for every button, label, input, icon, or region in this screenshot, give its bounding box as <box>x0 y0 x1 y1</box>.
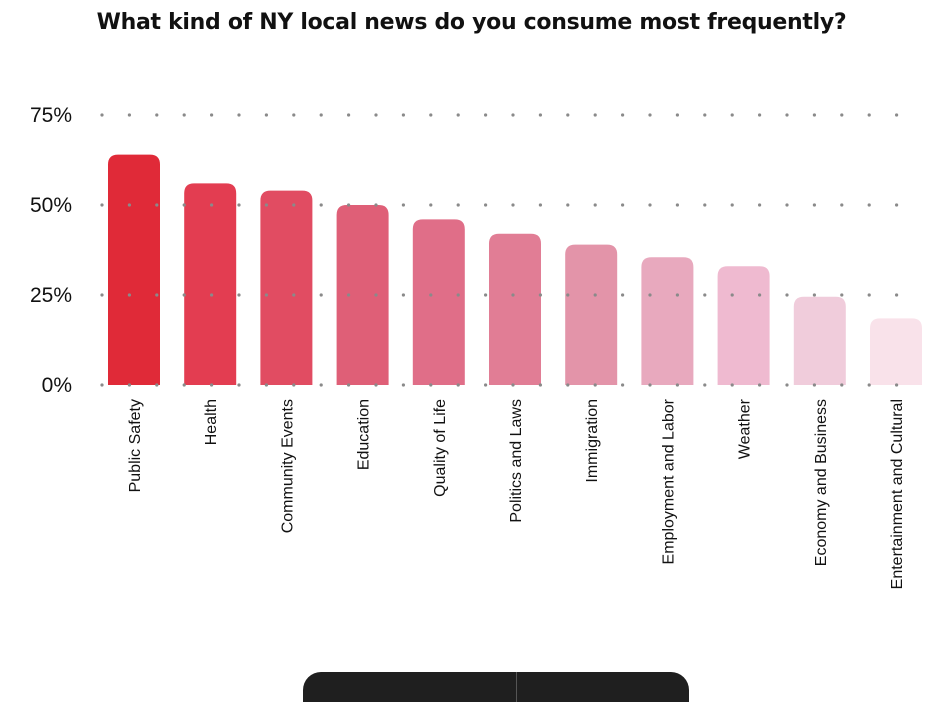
x-tick-label-public-safety: Public Safety <box>127 399 144 492</box>
y-tick-label-75: 75% <box>30 104 72 127</box>
x-tick-label-entertainment-and-cultural: Entertainment and Cultural <box>889 399 906 589</box>
bars <box>100 113 926 387</box>
bar-chart: 0% 25% 50% 75% Public Safety Health Community… <box>30 104 926 589</box>
x-axis-ticks: Public Safety Health Community Events Educa… <box>127 398 906 589</box>
y-tick-label-50: 50% <box>30 194 72 217</box>
x-tick-label-education: Education <box>356 399 373 470</box>
x-tick-label-employment-and-labor: Employment and Labor <box>660 398 677 564</box>
x-tick-label-community-events: Community Events <box>279 399 296 533</box>
x-tick-label-health: Health <box>203 399 220 445</box>
bar-education <box>336 205 389 385</box>
x-tick-label-weather: Weather <box>737 398 754 459</box>
bottom-toggle-bar[interactable] <box>303 672 689 702</box>
x-tick-label-politics-and-laws: Politics and Laws <box>508 399 525 523</box>
toggle-divider <box>516 672 517 702</box>
y-tick-label-0: 0% <box>42 374 72 397</box>
bar-community-events <box>260 190 313 385</box>
x-tick-label-economy-and-business: Economy and Business <box>813 399 830 566</box>
bar-weather <box>717 266 770 385</box>
bar-entertainment-and-cultural <box>870 318 922 385</box>
bar-health <box>184 183 237 385</box>
bar-economy-and-business <box>793 296 846 385</box>
y-tick-label-25: 25% <box>30 284 72 307</box>
bar-politics-and-laws <box>489 233 541 385</box>
x-tick-label-immigration: Immigration <box>584 399 601 483</box>
y-axis-ticks: 0% 25% 50% 75% <box>30 104 72 397</box>
chart-title: What kind of NY local news do you consum… <box>96 10 847 35</box>
bar-employment-and-labor <box>641 257 694 385</box>
bar-immigration <box>565 244 618 385</box>
bar-public-safety <box>108 154 160 385</box>
bar-quality-of-life <box>412 219 465 385</box>
x-tick-label-quality-of-life: Quality of Life <box>432 399 449 497</box>
